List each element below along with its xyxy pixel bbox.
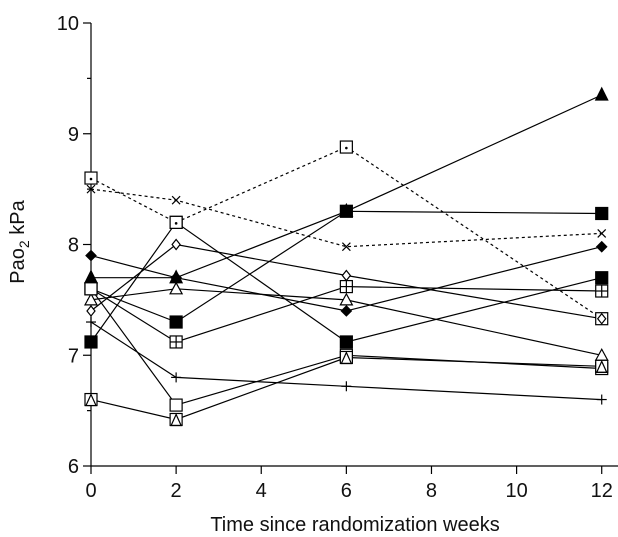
point-s8-3 (595, 284, 609, 298)
x-tick-label-3: 6 (341, 480, 352, 502)
point-s5-0 (85, 249, 97, 262)
point-s9-0 (84, 282, 98, 296)
point-s0-0 (84, 269, 98, 284)
y-tick-label-0: 6 (68, 456, 79, 478)
series-line-7 (90, 288, 602, 356)
point-s1-2 (339, 335, 353, 349)
series-lines (90, 94, 603, 421)
y-tick-label-4: 10 (57, 13, 79, 35)
series-line-1 (90, 221, 602, 343)
y-tick-label-3: 9 (68, 124, 79, 146)
series-line-2 (90, 210, 602, 323)
point-s7-2 (339, 292, 354, 306)
x-tick-label-0: 0 (85, 480, 96, 502)
x-tick-label-5: 10 (505, 480, 527, 502)
point-s2-1 (169, 315, 183, 329)
point-s3-0 (84, 171, 98, 185)
point-s5-2 (340, 305, 353, 317)
y-axis-title-sub: 2 (16, 240, 32, 248)
series-markers (83, 86, 609, 427)
series-line-0 (91, 94, 602, 279)
y-tick-label-1: 7 (68, 345, 79, 367)
series-line-4 (90, 188, 602, 248)
point-s10-0 (84, 392, 98, 407)
point-s6-0 (86, 304, 96, 317)
x-tick-label-4: 8 (426, 480, 437, 502)
point-s6-2 (341, 269, 352, 282)
point-s11-1 (171, 372, 182, 383)
point-s2-3 (595, 206, 609, 221)
x-tick-label-1: 2 (171, 480, 182, 502)
y-axis-title-main: Pao (7, 248, 29, 284)
point-s7-1 (169, 281, 184, 295)
point-s8-2 (339, 279, 353, 294)
point-s10-1 (169, 412, 183, 427)
point-s4-1 (171, 195, 181, 205)
x-tick-label-6: 12 (591, 480, 613, 502)
series-line-6 (90, 243, 602, 320)
series-line-10 (90, 356, 602, 421)
point-s6-1 (171, 238, 181, 251)
point-s10-3 (595, 359, 609, 373)
point-s10-2 (339, 350, 353, 365)
point-s4-0 (86, 184, 96, 194)
point-s0-3 (594, 86, 609, 101)
point-s9-1 (169, 398, 183, 412)
point-s2-2 (339, 204, 353, 218)
point-s5-3 (595, 240, 608, 253)
point-s1-0 (84, 335, 98, 349)
point-s4-3 (597, 229, 607, 238)
series-line-11 (90, 321, 602, 401)
point-s11-3 (596, 394, 607, 405)
y-axis-title: Pao2 kPa (7, 199, 32, 283)
series-line-8 (90, 285, 602, 343)
y-axis-title-unit: kPa (7, 199, 29, 240)
point-s1-3 (595, 271, 609, 285)
x-axis-title: Time since randomization weeks (210, 514, 499, 536)
point-s8-1 (169, 335, 183, 349)
x-tick-label-2: 4 (256, 480, 267, 502)
point-s4-2 (341, 242, 351, 252)
point-s11-2 (341, 381, 352, 392)
point-s3-2 (339, 140, 353, 154)
point-s11-0 (86, 317, 96, 328)
y-tick-label-2: 8 (68, 235, 79, 257)
point-s6-3 (596, 312, 607, 325)
point-s7-0 (83, 292, 99, 306)
axes: 6 7 8 9 10 0 2 4 6 8 10 12 (57, 13, 618, 502)
point-s3-1 (169, 215, 183, 229)
